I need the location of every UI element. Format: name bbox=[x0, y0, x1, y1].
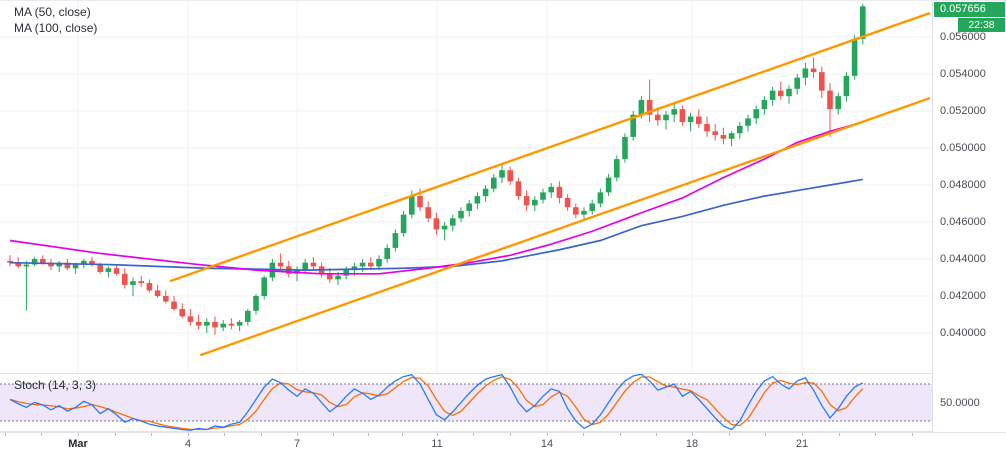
price-pane[interactable]: MA (50, close) MA (100, close) bbox=[0, 1, 932, 374]
price-axis-label: 0.048000 bbox=[940, 179, 986, 191]
price-chart-svg bbox=[0, 1, 932, 373]
price-axis-label: 0.050000 bbox=[940, 142, 986, 154]
channel-upper-line[interactable] bbox=[169, 11, 931, 283]
time-axis-tick bbox=[912, 433, 913, 436]
legend-ma100[interactable]: MA (100, close) bbox=[14, 21, 98, 35]
ma50-line bbox=[9, 121, 864, 275]
channel-lower-line[interactable] bbox=[199, 96, 931, 357]
time-axis-tick bbox=[765, 433, 766, 436]
time-axis-tick bbox=[656, 433, 657, 436]
last-price-badge: 0.057656 bbox=[934, 2, 1005, 17]
time-axis-tick bbox=[151, 433, 152, 436]
time-axis-label: 7 bbox=[293, 438, 301, 450]
grid-layer bbox=[0, 1, 932, 373]
time-axis-tick bbox=[297, 433, 298, 436]
price-axis[interactable]: 0.057656 22:38 50.0000 0.056000 0.054000 0… bbox=[932, 1, 1006, 432]
time-axis-tick bbox=[547, 433, 548, 436]
legend-ma50[interactable]: MA (50, close) bbox=[14, 5, 91, 19]
countdown-badge: 22:38 bbox=[958, 18, 1005, 32]
indicator-legend: MA (50, close) MA (100, close) bbox=[14, 4, 97, 36]
time-axis-tick bbox=[115, 433, 116, 436]
candles-layer bbox=[7, 3, 866, 335]
legend-stoch[interactable]: Stoch (14, 3, 3) bbox=[14, 378, 97, 392]
time-axis-label: 4 bbox=[184, 438, 192, 450]
time-axis-tick bbox=[78, 433, 79, 436]
time-axis-label: 21 bbox=[795, 438, 809, 450]
ma100-line bbox=[9, 178, 863, 271]
time-axis-tick bbox=[729, 433, 730, 436]
price-axis-label: 0.046000 bbox=[940, 216, 986, 228]
time-axis-tick bbox=[333, 433, 334, 436]
time-axis-label: 11 bbox=[431, 438, 443, 450]
time-axis-label: Mar bbox=[68, 438, 88, 450]
time-axis-tick bbox=[368, 433, 369, 436]
time-axis-tick bbox=[5, 433, 6, 436]
time-axis-tick bbox=[41, 433, 42, 436]
price-axis-label: 0.040000 bbox=[940, 327, 986, 339]
time-axis[interactable]: Mar 4 7 11 14 18 21 bbox=[0, 432, 1006, 455]
stoch-k-line bbox=[9, 374, 864, 431]
time-axis-tick bbox=[473, 433, 474, 436]
price-axis-label: 0.044000 bbox=[940, 253, 986, 265]
time-axis-tick bbox=[583, 433, 584, 436]
price-axis-label: 0.056000 bbox=[940, 31, 986, 43]
time-axis-tick bbox=[402, 433, 403, 436]
stoch-axis-label: 50.0000 bbox=[940, 397, 980, 409]
time-axis-tick bbox=[875, 433, 876, 436]
time-axis-tick bbox=[510, 433, 511, 436]
time-axis-tick bbox=[224, 433, 225, 436]
time-axis-label: 14 bbox=[540, 438, 554, 450]
price-axis-label: 0.052000 bbox=[940, 105, 986, 117]
time-axis-tick bbox=[261, 433, 262, 436]
time-axis-tick bbox=[692, 433, 693, 436]
time-axis-tick bbox=[839, 433, 840, 436]
time-axis-tick bbox=[620, 433, 621, 436]
stoch-d-line bbox=[9, 376, 864, 431]
price-axis-label: 0.042000 bbox=[940, 290, 986, 302]
stoch-band bbox=[0, 384, 932, 421]
stoch-chart-svg bbox=[0, 374, 932, 431]
time-axis-label: 18 bbox=[685, 438, 699, 450]
price-axis-label: 0.054000 bbox=[940, 68, 986, 80]
time-axis-tick bbox=[188, 433, 189, 436]
time-axis-tick bbox=[437, 433, 438, 436]
stoch-pane[interactable]: Stoch (14, 3, 3) bbox=[0, 374, 932, 432]
time-axis-tick bbox=[802, 433, 803, 436]
